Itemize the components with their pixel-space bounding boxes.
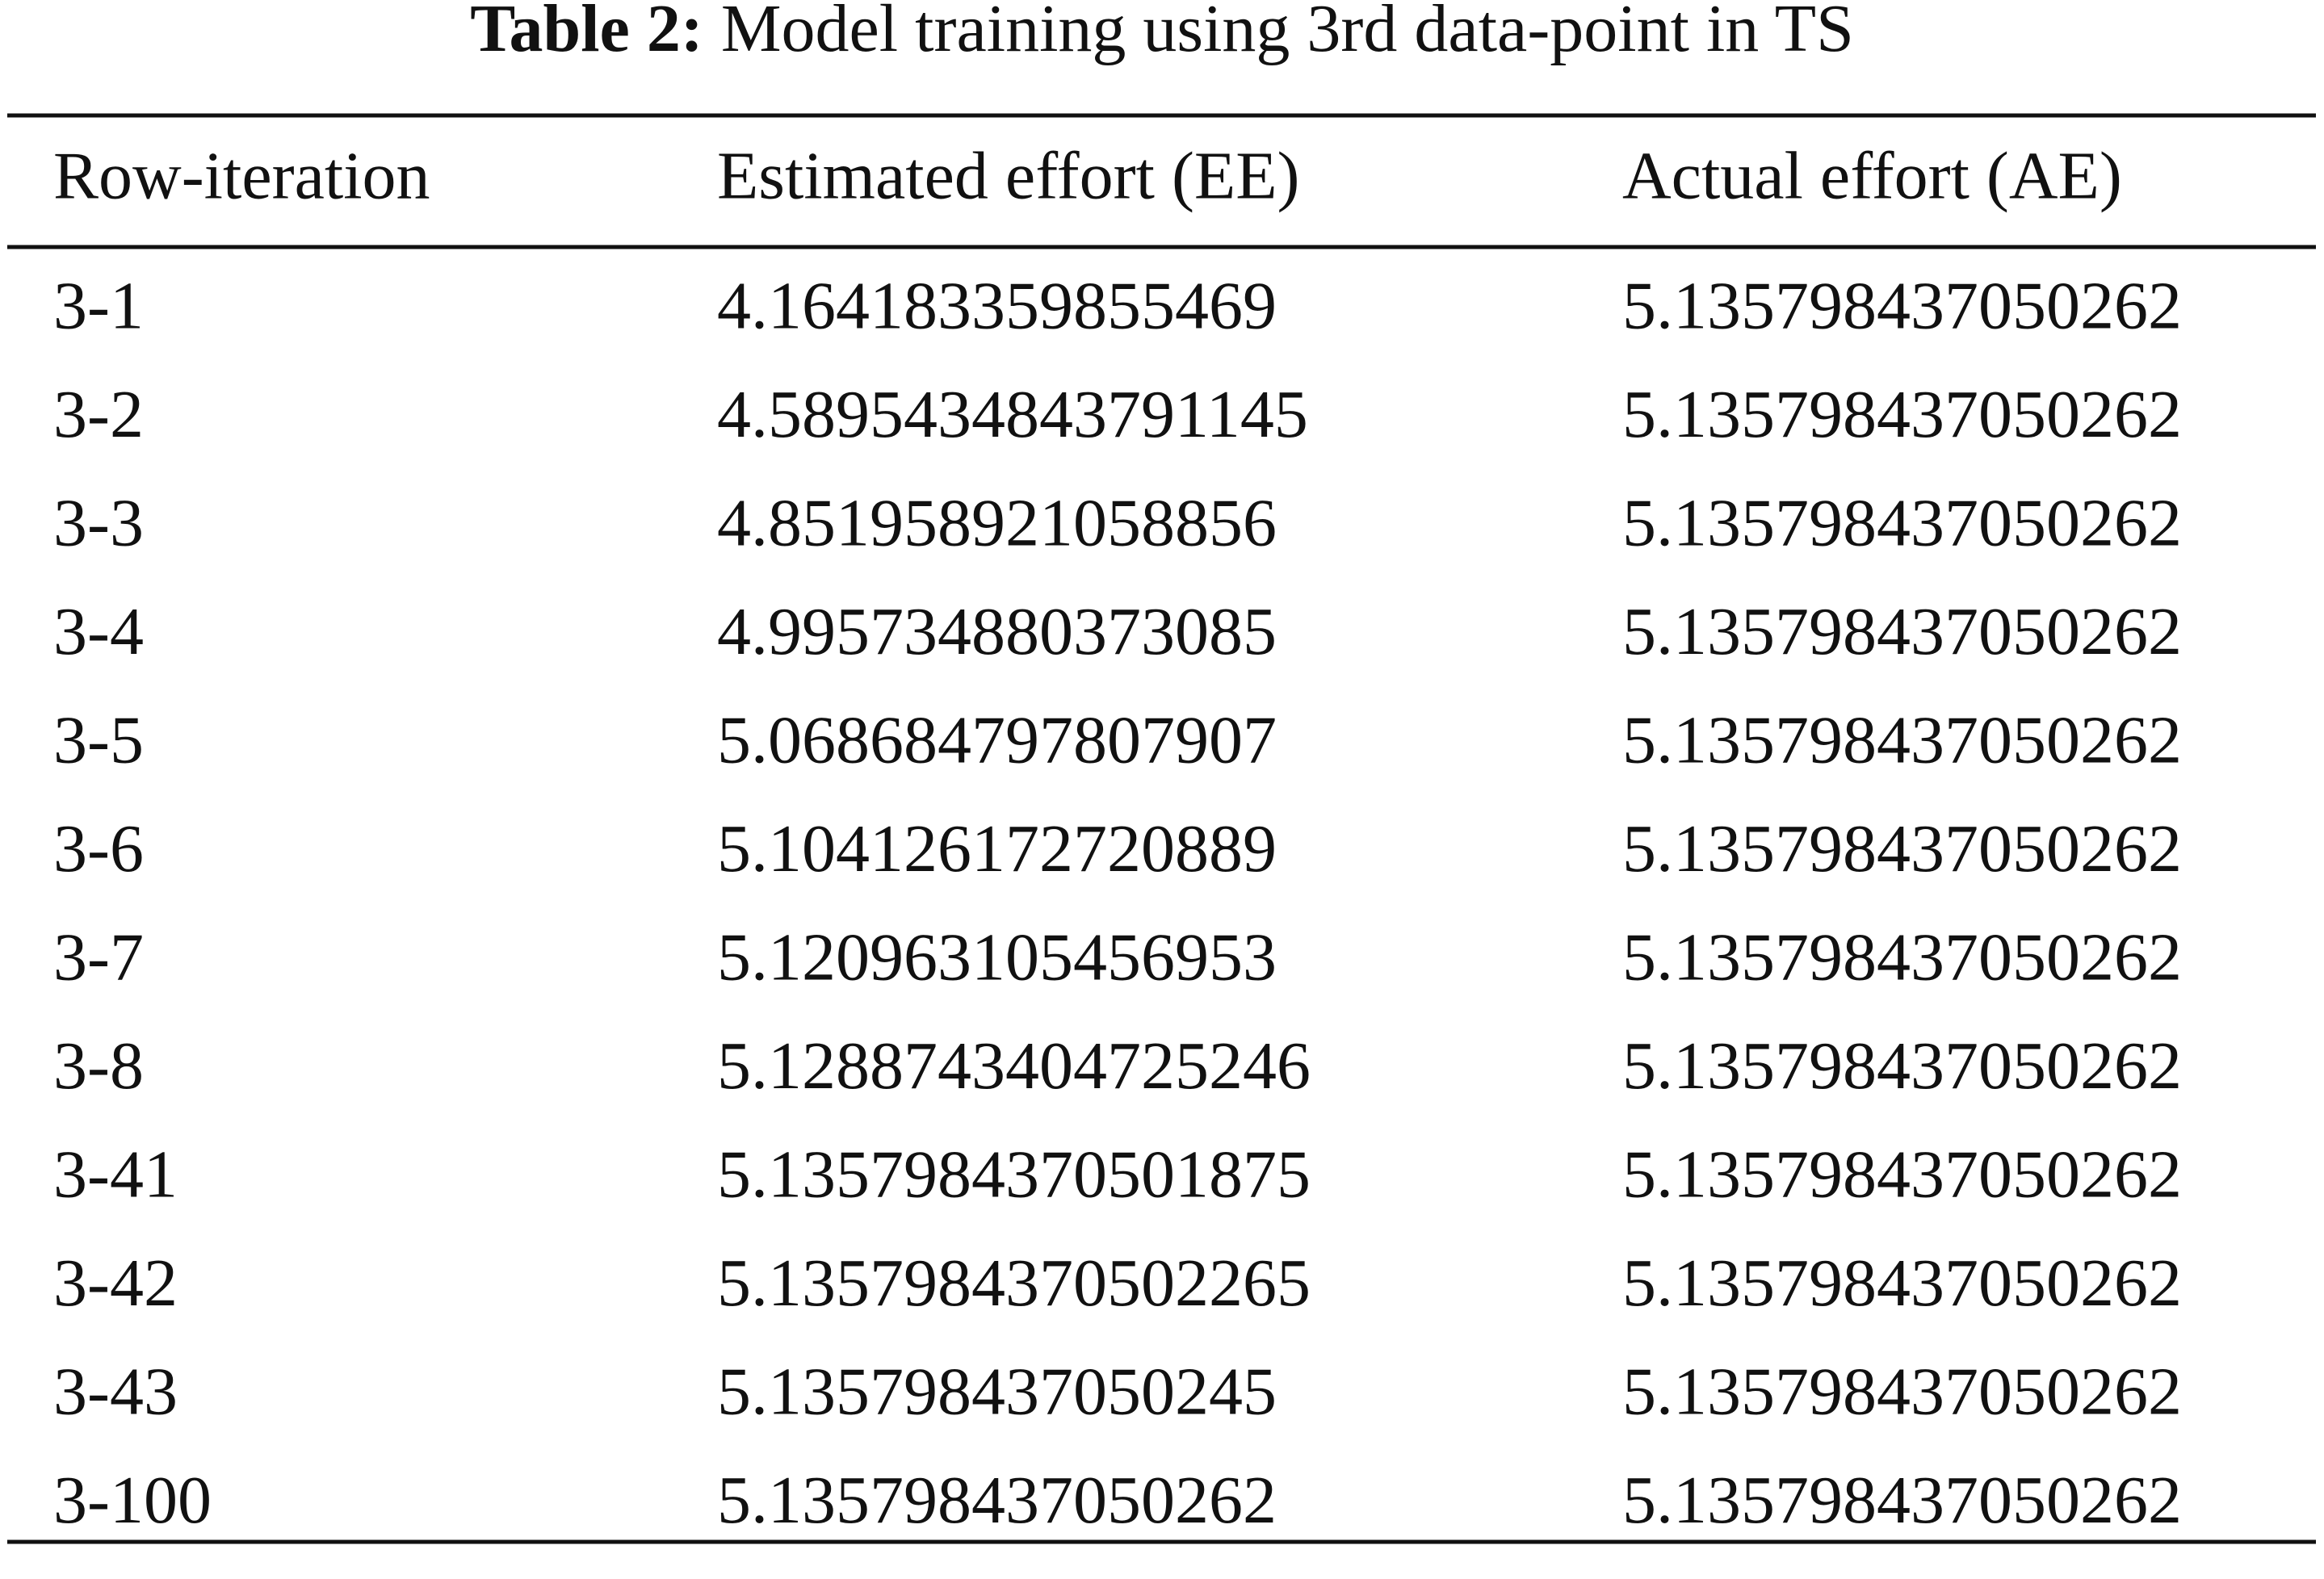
cell: 5.135798437050262 bbox=[1622, 1463, 2182, 1538]
cell: 3-43 bbox=[53, 1354, 178, 1429]
cell: 4.5895434843791145 bbox=[717, 377, 1308, 452]
cell: 3-2 bbox=[53, 377, 144, 452]
cell: 5.135798437050262 bbox=[1622, 1246, 2182, 1321]
cell: 5.135798437050262 bbox=[1622, 268, 2182, 343]
caption-label: Table 2: bbox=[470, 0, 703, 66]
cell: 5.135798437050262 bbox=[1622, 594, 2182, 669]
cell: 3-41 bbox=[53, 1137, 178, 1212]
cell: 5.120963105456953 bbox=[717, 919, 1277, 995]
header-cell: Row-iteration bbox=[53, 138, 430, 213]
cell: 5.1357984370501875 bbox=[717, 1137, 1311, 1212]
cell: 5.135798437050262 bbox=[1622, 377, 2182, 452]
cell: 3-42 bbox=[53, 1246, 178, 1321]
header-cell: Estimated effort (EE) bbox=[717, 138, 1300, 213]
cell: 5.135798437050262 bbox=[1622, 1137, 2182, 1212]
caption-text: Model training using 3rd data-point in T… bbox=[721, 0, 1854, 66]
cell: 3-7 bbox=[53, 919, 144, 995]
cell: 4.164183359855469 bbox=[717, 268, 1277, 343]
cell: 3-1 bbox=[53, 268, 144, 343]
cell: 5.1288743404725246 bbox=[717, 1028, 1311, 1104]
cell: 5.068684797807907 bbox=[717, 702, 1277, 777]
cell: 5.104126172720889 bbox=[717, 811, 1277, 886]
cell: 3-3 bbox=[53, 485, 144, 560]
cell: 5.135798437050262 bbox=[1622, 702, 2182, 777]
cell: 5.1357984370502265 bbox=[717, 1246, 1311, 1321]
cell: 5.135798437050262 bbox=[1622, 1354, 2182, 1429]
cell: 5.135798437050245 bbox=[717, 1354, 1277, 1429]
cell: 5.135798437050262 bbox=[1622, 919, 2182, 995]
cell: 4.851958921058856 bbox=[717, 485, 1277, 560]
table-body: Row-iteration Estimated effort (EE) Actual… bbox=[53, 138, 2182, 1538]
cell: 5.135798437050262 bbox=[717, 1463, 1277, 1538]
cell: 3-8 bbox=[53, 1028, 144, 1104]
cell: 3-100 bbox=[53, 1463, 212, 1538]
cell: 3-6 bbox=[53, 811, 144, 886]
table-caption: Table 2: Model training using 3rd data-po… bbox=[470, 0, 1854, 66]
cell: 4.995734880373085 bbox=[717, 594, 1277, 669]
header-cell: Actual effort (AE) bbox=[1622, 138, 2122, 213]
cell: 5.135798437050262 bbox=[1622, 811, 2182, 886]
cell: 3-4 bbox=[53, 594, 144, 669]
cell: 5.135798437050262 bbox=[1622, 485, 2182, 560]
cell: 5.135798437050262 bbox=[1622, 1028, 2182, 1104]
cell: 3-5 bbox=[53, 702, 144, 777]
